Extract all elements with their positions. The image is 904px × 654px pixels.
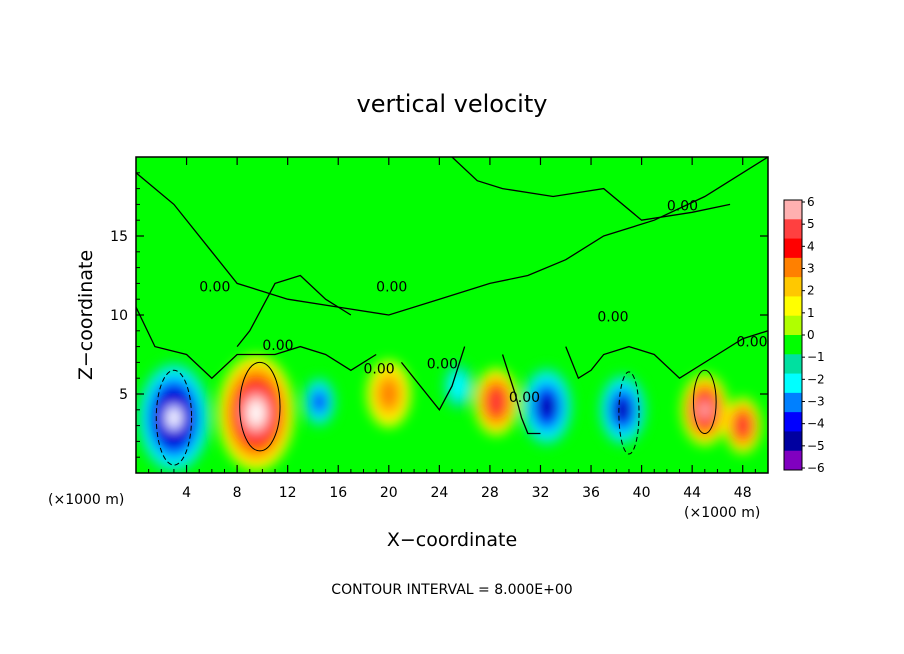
x-tick-label: 4 — [182, 485, 191, 501]
colorbar-tick-label: 4 — [807, 239, 815, 253]
x-unit-left: (×1000 m) — [48, 492, 124, 508]
contour-line — [136, 157, 768, 316]
contour-label: 0.00 — [667, 199, 698, 215]
colorbar-segment — [784, 219, 802, 240]
contour-label: 0.00 — [736, 335, 767, 351]
contour-label: 0.00 — [364, 361, 395, 377]
negative-contour — [618, 371, 640, 455]
x-tick-label: 48 — [734, 485, 752, 501]
velocity-cell — [248, 400, 265, 426]
velocity-cell — [615, 399, 630, 420]
contour-line — [400, 346, 466, 411]
negative-contour — [155, 369, 193, 466]
y-tick-label: 10 — [110, 308, 128, 324]
velocity-cell — [699, 401, 711, 419]
contour-label: 0.00 — [597, 309, 628, 325]
colorbar-segment — [784, 392, 802, 413]
zero-contours: 0.00 0.00 0.00 0.00 0.00 0.00 0.00 0.00 0.00 — [136, 157, 768, 466]
positive-contour — [692, 369, 717, 434]
colorbar-segment — [784, 257, 802, 278]
y-axis-label: Z−coordinate — [75, 250, 97, 380]
colorbar-segment — [784, 200, 802, 220]
velocity-cell — [490, 392, 503, 412]
positive-contour — [239, 361, 281, 452]
colorbar-tick-label: −2 — [807, 372, 825, 386]
velocity-cell — [737, 417, 748, 434]
x-tick-label: 44 — [683, 485, 701, 501]
colorbar-segment — [784, 431, 802, 452]
colorbar-segment — [784, 296, 802, 317]
contour-label: 0.00 — [509, 390, 540, 406]
contour-label: 0.00 — [427, 357, 458, 373]
contour-interval-note: CONTOUR INTERVAL = 8.000E+00 — [331, 582, 572, 598]
x-tick-label: 8 — [233, 485, 242, 501]
plot-area: 0.00 0.00 0.00 0.00 0.00 0.00 0.00 0.00 0.00 — [136, 157, 768, 473]
y-tick-label: 5 — [119, 387, 128, 403]
velocity-cell — [166, 406, 182, 430]
contour-line — [501, 354, 541, 435]
y-tick-label: 15 — [110, 229, 128, 245]
contour-label: 0.00 — [376, 279, 407, 295]
velocity-cell — [379, 379, 399, 409]
contour-label: 0.00 — [199, 279, 230, 295]
colorbar-tick-label: −4 — [807, 417, 825, 431]
chart-title: vertical velocity — [357, 90, 548, 118]
colorbar-segment — [784, 335, 802, 355]
colorbar-tick-label: −1 — [807, 350, 825, 364]
colorbar-segment — [784, 412, 802, 432]
colorbar-segment — [784, 354, 802, 375]
x-tick-label: 36 — [582, 485, 600, 501]
x-tick-label: 20 — [380, 485, 398, 501]
velocity-cell — [539, 395, 555, 418]
colorbar-segment — [784, 238, 802, 259]
contour-line — [565, 330, 768, 380]
x-tick-label: 16 — [329, 485, 347, 501]
x-tick-label: 32 — [532, 485, 550, 501]
colorbar-tick-label: 2 — [807, 284, 815, 298]
colorbar-segment — [784, 315, 802, 336]
contour-label: 0.00 — [262, 338, 293, 354]
x-tick-label: 12 — [279, 485, 297, 501]
colorbar-tick-label: 3 — [807, 262, 815, 276]
colorbar-tick-label: 5 — [807, 217, 815, 231]
contour-line — [451, 157, 731, 221]
colorbar-tick-label: −3 — [807, 395, 825, 409]
colorbar-segment — [784, 373, 802, 394]
x-axis-label: X−coordinate — [387, 529, 517, 551]
colorbar-segment — [784, 450, 802, 471]
colorbar-segment — [784, 277, 802, 297]
x-axis: 4 8 12 16 20 24 28 32 36 40 44 48 — [148, 157, 756, 501]
velocity-cells — [137, 355, 761, 473]
colorbar-tick-label: 6 — [807, 195, 815, 209]
colorbar-tick-label: 0 — [807, 328, 815, 342]
contour-line — [136, 306, 377, 380]
colorbar-tick-label: −6 — [807, 461, 825, 475]
x-tick-label: 28 — [481, 485, 499, 501]
x-tick-label: 24 — [430, 485, 448, 501]
colorbar-tick-label: 1 — [807, 306, 815, 320]
colorbar-tick-label: −5 — [807, 439, 825, 453]
contour-line — [236, 274, 352, 348]
x-tick-label: 40 — [633, 485, 651, 501]
y-axis: 5 10 15 — [110, 172, 768, 458]
velocity-cell — [313, 393, 325, 411]
colorbar: 6 5 4 3 2 1 0 −1 −2 −3 −4 −5 −6 — [783, 195, 825, 475]
x-unit-right: (×1000 m) — [684, 505, 760, 521]
